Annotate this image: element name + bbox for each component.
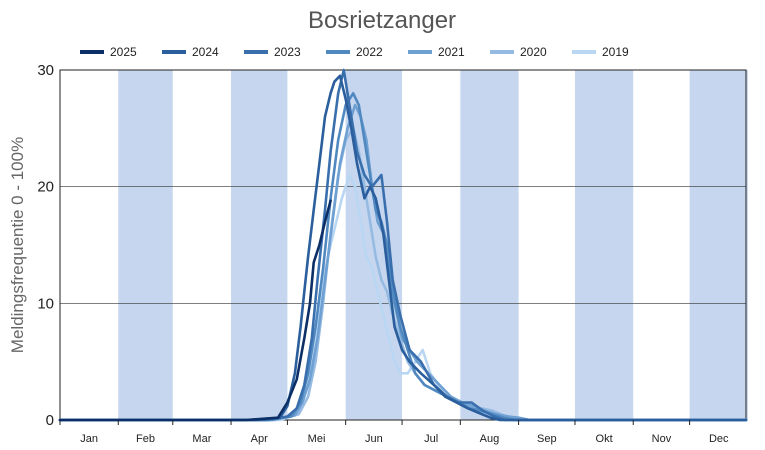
series-line-2025 [58,199,332,422]
month-band-apr [231,70,288,420]
legend-label-2024: 2024 [192,45,219,59]
x-tick-okt: Okt [596,433,613,445]
legend-item-2021: 2021 [408,45,465,59]
y-tick-labels: 0 10 20 30 [37,62,54,429]
x-tick-jan: Jan [80,433,98,445]
x-tick-labels: Jan Feb Mar Apr Mei Jun Jul Aug Sep Okt Nov Dec [59,420,729,445]
month-band-feb [118,70,173,420]
legend-item-2022: 2022 [326,45,383,59]
legend-label-2021: 2021 [438,45,465,59]
x-tick-jun: Jun [365,433,383,445]
series-line-2024 [58,74,748,422]
legend-label-2023: 2023 [274,45,301,59]
y-tick-30: 30 [37,62,54,79]
month-bands [118,70,748,420]
x-tick-mar: Mar [192,433,211,445]
y-tick-20: 20 [37,179,54,196]
y-tick-0: 0 [46,412,54,429]
x-tick-mei: Mei [308,433,326,445]
legend-label-2022: 2022 [356,45,383,59]
month-band-okt [574,70,634,420]
x-tick-jul: Jul [424,433,438,445]
legend-item-2023: 2023 [244,45,301,59]
legend-item-2025: 2025 [80,45,137,59]
x-tick-sep: Sep [537,433,557,445]
legend-item-2024: 2024 [162,45,219,59]
legend: 2025 2024 2023 2022 2021 2020 2019 [80,45,629,59]
legend-label-2025: 2025 [110,45,137,59]
x-tick-dec: Dec [709,433,729,445]
x-tick-aug: Aug [480,433,500,445]
plot-frame [59,69,747,421]
legend-item-2020: 2020 [490,45,547,59]
legend-item-2019: 2019 [572,45,629,59]
x-tick-apr: Apr [251,433,268,445]
legend-label-2019: 2019 [602,45,629,59]
series-line-2023 [58,68,748,422]
legend-label-2020: 2020 [520,45,547,59]
month-band-aug [460,70,519,420]
y-axis-label: Meldingsfrequentie 0 - 100% [8,137,27,353]
x-tick-feb: Feb [136,433,155,445]
month-band-dec [689,70,748,420]
y-tick-10: 10 [37,295,54,312]
chart-title: Bosrietzanger [308,7,456,34]
x-tick-nov: Nov [652,433,672,445]
series-layer [58,68,748,422]
